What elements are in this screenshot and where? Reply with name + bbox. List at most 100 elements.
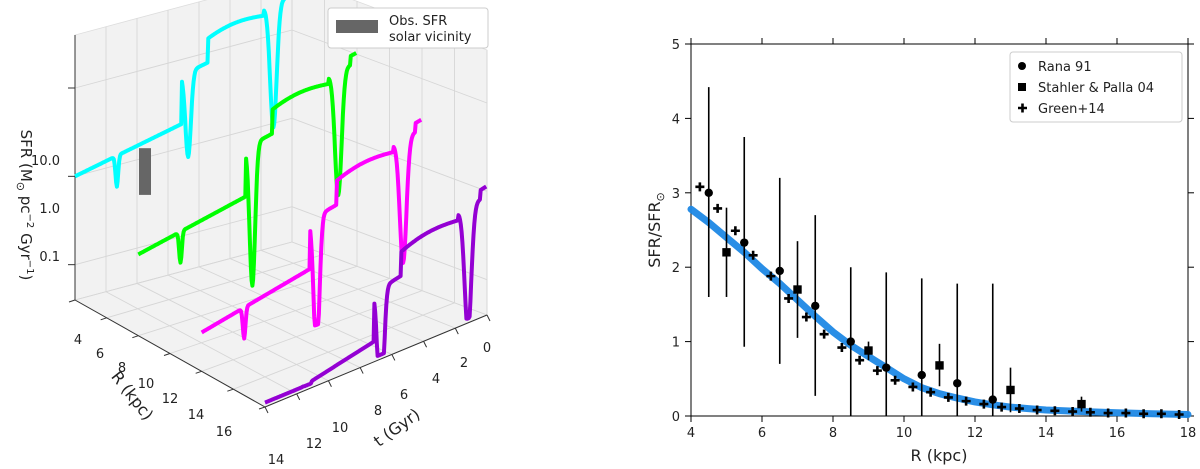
x-tick-4: 8 xyxy=(374,404,382,419)
point-rana xyxy=(953,379,962,388)
point-green xyxy=(943,392,953,402)
point-green xyxy=(961,396,971,406)
z-tick-0: 0.1 xyxy=(39,250,60,265)
legend-marker-square xyxy=(1018,83,1026,91)
y-tick-2: 8 xyxy=(118,361,126,376)
axis-group xyxy=(68,35,491,414)
point-stahler xyxy=(935,361,944,370)
y-tick-label: 0 xyxy=(672,410,680,425)
y-tick-label: 5 xyxy=(672,38,680,53)
legend-label-stahler: Stahler & Palla 04 xyxy=(1038,81,1154,96)
x-tick-label: 14 xyxy=(1038,426,1055,441)
point-green xyxy=(1085,407,1095,417)
point-rana xyxy=(775,266,784,276)
point-stahler xyxy=(1077,399,1086,409)
point-rana xyxy=(811,301,820,311)
t-tick xyxy=(486,314,491,322)
point-green xyxy=(837,343,847,353)
x-tick-0: 0 xyxy=(483,341,491,356)
grid-line-r xyxy=(106,253,325,319)
point-stahler xyxy=(864,346,873,355)
y-axis-label: R (kpc) xyxy=(107,367,157,424)
sfr-curve-r4 xyxy=(73,0,287,189)
point-green xyxy=(1068,407,1078,417)
sfr-3d-plot: 0.1 1.0 10.0 4 6 8 10 12 14 16 0 2 4 6 8… xyxy=(14,0,491,468)
r-tick xyxy=(227,388,234,392)
point-green xyxy=(979,399,989,409)
point-green xyxy=(713,203,723,213)
point-green xyxy=(908,382,918,392)
x-tick-3: 6 xyxy=(400,388,408,403)
obs-sfr-bar xyxy=(139,148,151,195)
x-tick-7: 14 xyxy=(268,453,285,468)
point-green xyxy=(766,271,776,281)
z-tick-2: 10.0 xyxy=(31,154,60,169)
t-tick xyxy=(264,406,269,414)
x-tick-5: 10 xyxy=(332,421,349,436)
point-green xyxy=(1156,409,1166,419)
r-tick xyxy=(195,370,202,374)
x-tick-1: 2 xyxy=(460,356,468,371)
r-tick xyxy=(100,317,107,321)
grid-line-r xyxy=(169,278,390,354)
y-axis-label: SFR/SFR⊙ xyxy=(645,192,667,268)
point-green xyxy=(1103,408,1113,418)
sfr-curve-r12 xyxy=(200,118,423,341)
y-tick-4: 12 xyxy=(162,392,179,407)
point-green xyxy=(872,366,882,376)
r-tick xyxy=(132,335,139,339)
z-axis-label: SFR (M⊙ pc−2 Gyr−1) xyxy=(14,130,35,281)
sfr-curve-r16 xyxy=(263,184,488,405)
z-tick-1: 1.0 xyxy=(39,202,60,217)
y-tick-3: 10 xyxy=(138,377,155,392)
point-rana xyxy=(740,238,749,247)
point-green xyxy=(695,182,705,192)
legend-swatch-obs xyxy=(336,20,378,33)
point-green xyxy=(748,250,758,260)
grid-line-z xyxy=(74,29,293,89)
t-tick xyxy=(454,327,459,335)
legend-label-green: Green+14 xyxy=(1038,102,1105,117)
y-tick-label: 3 xyxy=(672,187,680,202)
y-tick-label: 2 xyxy=(672,261,680,276)
y-tick-6: 16 xyxy=(216,425,233,440)
legend-label-line1: Obs. SFR xyxy=(389,14,447,29)
legend-frame xyxy=(1009,51,1183,123)
point-green xyxy=(1032,405,1042,415)
point-green xyxy=(1014,404,1024,414)
t-tick xyxy=(391,354,396,361)
legend-frame xyxy=(327,7,489,49)
legend-2d: Rana 91 Stahler & Palla 04 Green+14 xyxy=(1009,51,1183,123)
point-green xyxy=(784,293,794,303)
legend-label-rana: Rana 91 xyxy=(1038,60,1092,75)
x-tick-label: 6 xyxy=(758,426,766,441)
r-tick xyxy=(163,353,171,356)
x-tick-label: 16 xyxy=(1109,426,1126,441)
y-tick-label: 4 xyxy=(672,112,680,127)
y-tick-1: 6 xyxy=(96,347,104,362)
point-green xyxy=(1050,406,1060,416)
point-green xyxy=(1121,408,1131,418)
point-stahler xyxy=(722,248,731,257)
t-tick xyxy=(423,341,428,348)
data-point-group xyxy=(695,87,1184,420)
r-tick xyxy=(258,406,266,410)
model-curve-group xyxy=(687,205,1192,418)
model-curve xyxy=(687,205,1192,418)
point-rana xyxy=(846,337,855,346)
point-rana xyxy=(882,363,891,372)
point-green xyxy=(819,329,829,339)
point-green xyxy=(997,402,1007,412)
point-green xyxy=(1174,410,1184,420)
x-tick-label: 12 xyxy=(967,426,984,441)
legend-marker-plus xyxy=(1018,103,1027,113)
y-tick-label: 1 xyxy=(672,336,680,351)
x-tick-label: 10 xyxy=(896,426,913,441)
grid-line-z xyxy=(74,117,293,177)
x-tick-6: 12 xyxy=(306,437,323,452)
grid-line-r xyxy=(233,302,455,390)
observation-group xyxy=(139,148,151,195)
